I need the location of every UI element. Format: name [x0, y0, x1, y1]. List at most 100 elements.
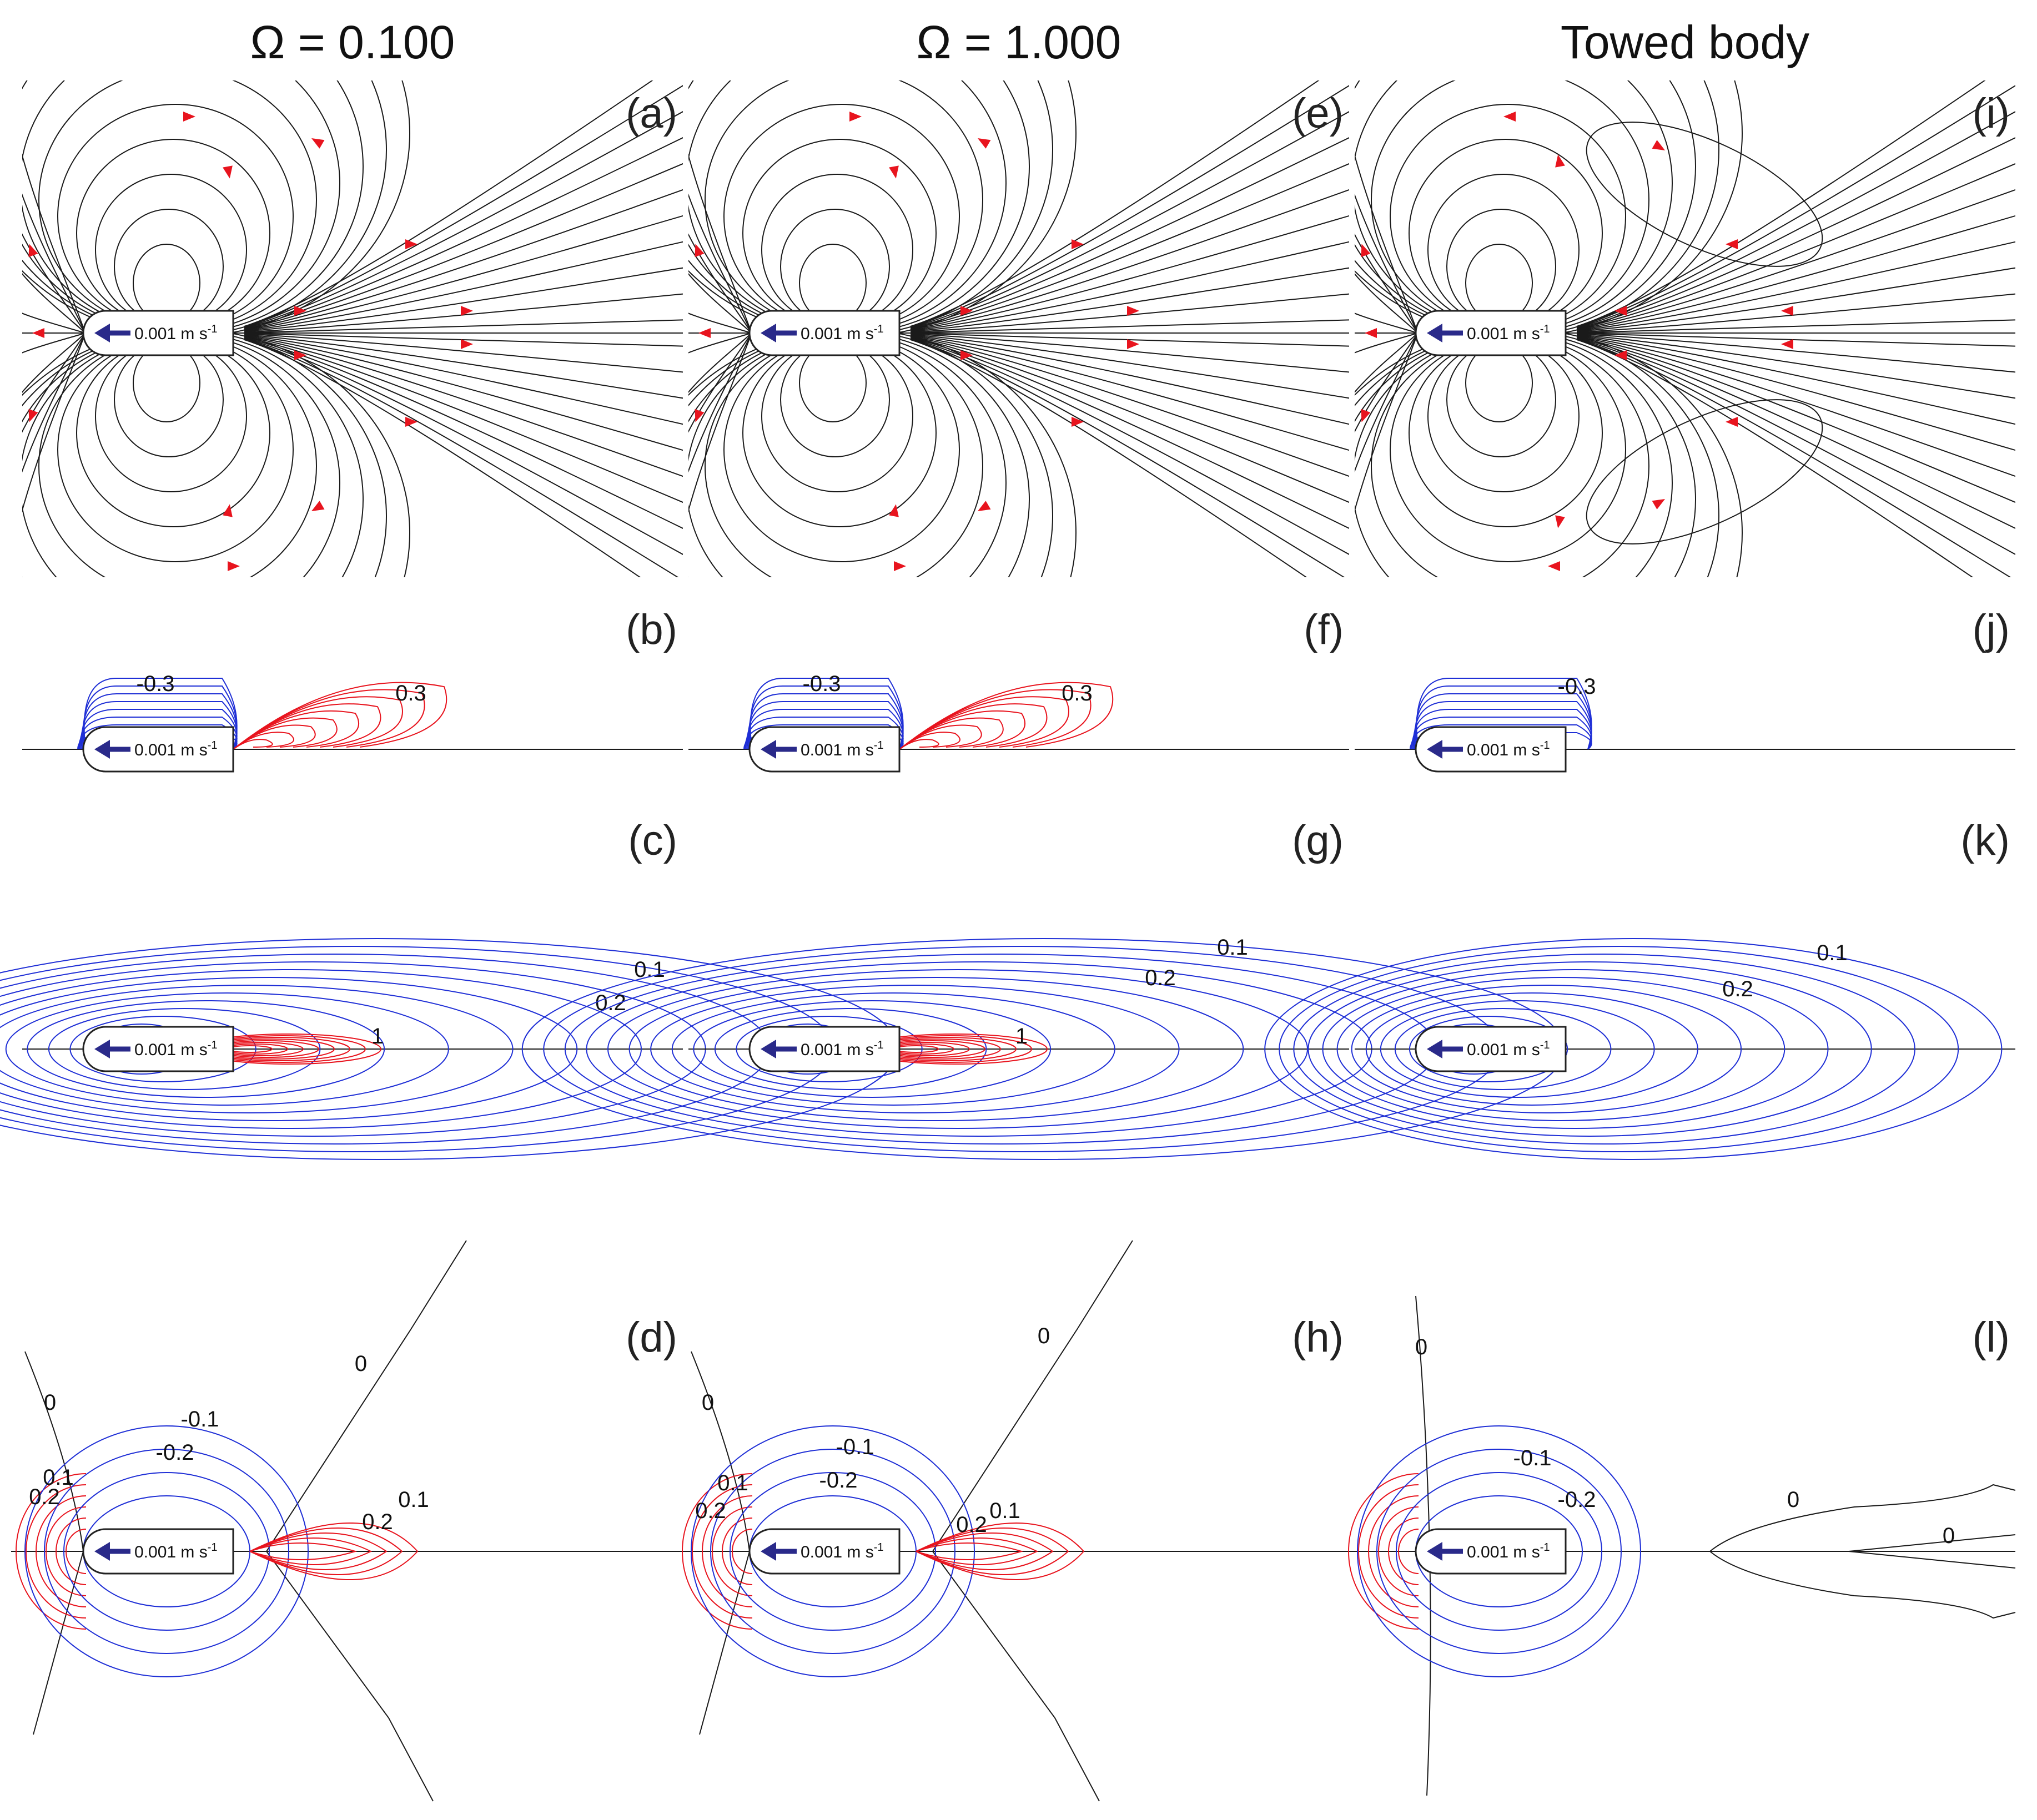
positive-contour — [26, 1484, 87, 1619]
streamline — [244, 335, 683, 425]
positive-contour — [233, 717, 338, 750]
positive-contour — [56, 1517, 87, 1585]
negative-contour — [1394, 1008, 1612, 1090]
streamline — [910, 80, 1320, 327]
streamline — [1576, 80, 1986, 327]
streamline — [244, 267, 683, 332]
contour-label: -0.1 — [1513, 1446, 1552, 1470]
streamline — [723, 104, 960, 329]
streamline — [1576, 337, 2015, 530]
streamline — [688, 332, 1030, 577]
panel-label: (c) — [628, 817, 677, 864]
streamline — [910, 338, 1345, 577]
streamline — [1576, 137, 2015, 329]
velocity-arrow-icon — [761, 740, 776, 759]
velocity-scale-label: 0.001 m s-1 — [134, 739, 218, 759]
velocity-scale-exponent: -1 — [1540, 1541, 1550, 1554]
velocity-scale-label: 0.001 m s-1 — [134, 323, 218, 343]
streamlines — [688, 80, 1349, 577]
negative-contour — [1357, 1425, 1641, 1677]
streamline — [1576, 336, 2015, 477]
streamline — [22, 333, 84, 354]
negative-contour — [710, 1449, 955, 1654]
velocity-arrow-icon — [761, 1542, 776, 1561]
velocity-scale-exponent: -1 — [874, 1039, 884, 1051]
streamline — [244, 339, 641, 577]
streamline — [688, 193, 750, 329]
velocity-scale-value: 0.001 m s — [134, 1543, 208, 1561]
negative-contour — [5, 992, 449, 1106]
streamline — [244, 338, 679, 577]
negative-contour — [1264, 938, 2003, 1160]
negative-contour — [1307, 961, 1872, 1137]
flow-direction-arrow — [1614, 350, 1627, 360]
zero-contour — [1709, 1484, 2016, 1552]
contour-label: 0 — [1415, 1335, 1427, 1359]
streamline — [244, 80, 653, 327]
positive-contour — [702, 1495, 753, 1607]
velocity-scale-value: 0.001 m s — [134, 325, 208, 343]
negative-contour — [1396, 1472, 1602, 1631]
column-title: Ω = 1.000 — [917, 16, 1121, 68]
contour-panel-b: 0.001 m s-1 -0.3 (j) — [1355, 606, 2015, 773]
towed-body-shape — [1415, 1026, 1567, 1072]
contour-label: 0.3 — [1062, 681, 1093, 705]
contour-label: 0.2 — [362, 1510, 393, 1534]
positive-contour — [899, 689, 1092, 750]
flow-direction-arrow — [1652, 140, 1666, 150]
flow-direction-arrow — [1614, 306, 1627, 316]
positive-contour — [1378, 1506, 1419, 1596]
streamline — [244, 333, 683, 373]
panel-label: (i) — [1972, 90, 2010, 137]
panel-label: (a) — [626, 90, 677, 137]
contour-label: -0.1 — [836, 1435, 874, 1459]
velocity-scale-label: 0.001 m s-1 — [1467, 1541, 1550, 1561]
velocity-scale-value: 0.001 m s — [801, 741, 874, 759]
contour-panel-d: 0.001 m s-1 0 -0.1-0.2 0 0 (l) — [1344, 1295, 2016, 1796]
panel-label: (j) — [1972, 606, 2010, 653]
streamline — [57, 337, 294, 562]
contour-panel-b: 0.001 m s-1 -0.3 0.3 (f) — [688, 606, 1349, 773]
negative-contour — [1336, 977, 1785, 1121]
towed-body-shape — [748, 1528, 901, 1575]
streamline — [1446, 209, 1556, 324]
flow-direction-arrow — [1361, 409, 1371, 422]
streamline — [1576, 241, 2015, 331]
streamline — [1355, 312, 1416, 333]
positive-contour — [916, 1527, 1069, 1575]
velocity-scale-exponent: -1 — [208, 1039, 218, 1051]
streamline — [114, 342, 224, 457]
positive-contour — [916, 1537, 1039, 1565]
towed-body-shape — [748, 310, 901, 356]
flow-direction-arrow — [405, 239, 418, 249]
flow-direction-arrow — [960, 350, 973, 360]
velocity-scale-label: 0.001 m s-1 — [801, 1039, 884, 1059]
streamline — [38, 80, 317, 331]
zero-contour — [932, 1551, 1100, 1802]
streamline — [1586, 399, 1823, 545]
streamline — [244, 337, 683, 555]
contour-label: 0.2 — [1145, 966, 1176, 990]
velocity-arrow-icon — [1427, 1040, 1442, 1058]
positive-contour — [916, 1532, 1054, 1570]
towed-body-shape — [748, 1026, 901, 1072]
negative-contour — [0, 977, 578, 1121]
contour-label: 0.1 — [1217, 935, 1248, 960]
streamline — [910, 333, 1349, 373]
negative-contour — [1279, 946, 1959, 1152]
panel-label: (b) — [626, 606, 677, 653]
streamline — [244, 334, 683, 399]
streamline — [1576, 189, 2015, 330]
velocity-arrow-icon — [1427, 1542, 1442, 1561]
streamline — [1427, 174, 1580, 326]
positive-contour — [1348, 1473, 1419, 1630]
streamline — [688, 338, 750, 513]
streamline — [910, 335, 1349, 425]
positive-contour — [722, 1517, 753, 1585]
streamline — [1409, 339, 1603, 527]
contour-label: 0.2 — [956, 1513, 987, 1537]
streamline — [22, 336, 84, 433]
positive-contour — [732, 1529, 753, 1574]
velocity-scale-value: 0.001 m s — [134, 741, 208, 759]
flow-direction-arrow — [849, 112, 862, 122]
